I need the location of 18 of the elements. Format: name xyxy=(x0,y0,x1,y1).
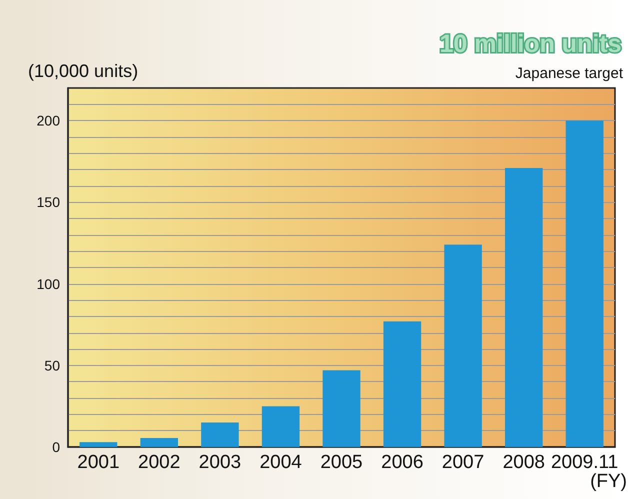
text: 10 million units xyxy=(440,30,622,58)
x-tick-label: 2009.11 xyxy=(550,452,618,473)
y-tick-label: 200 xyxy=(36,112,60,129)
y-tick-label: 0 xyxy=(52,439,60,455)
x-tick-label: 2006 xyxy=(381,452,424,473)
y-tick-label: 50 xyxy=(44,357,60,374)
x-tick-label: 2007 xyxy=(442,452,484,473)
x-tick-label: 2002 xyxy=(138,452,180,473)
text: Japanese target xyxy=(515,65,624,82)
x-tick-label: 2001 xyxy=(77,452,120,473)
x-tick-label: 2003 xyxy=(198,452,242,473)
x-axis-title: (FY) xyxy=(590,471,628,492)
x-tick-label: 2005 xyxy=(320,452,363,473)
x-tick-label: 2008 xyxy=(502,452,545,473)
y-axis-title: (10,000 units) xyxy=(28,61,138,81)
y-tick-label: 100 xyxy=(36,276,60,292)
x-tick-label: 2004 xyxy=(260,452,302,473)
y-tick-label: 150 xyxy=(36,194,60,210)
